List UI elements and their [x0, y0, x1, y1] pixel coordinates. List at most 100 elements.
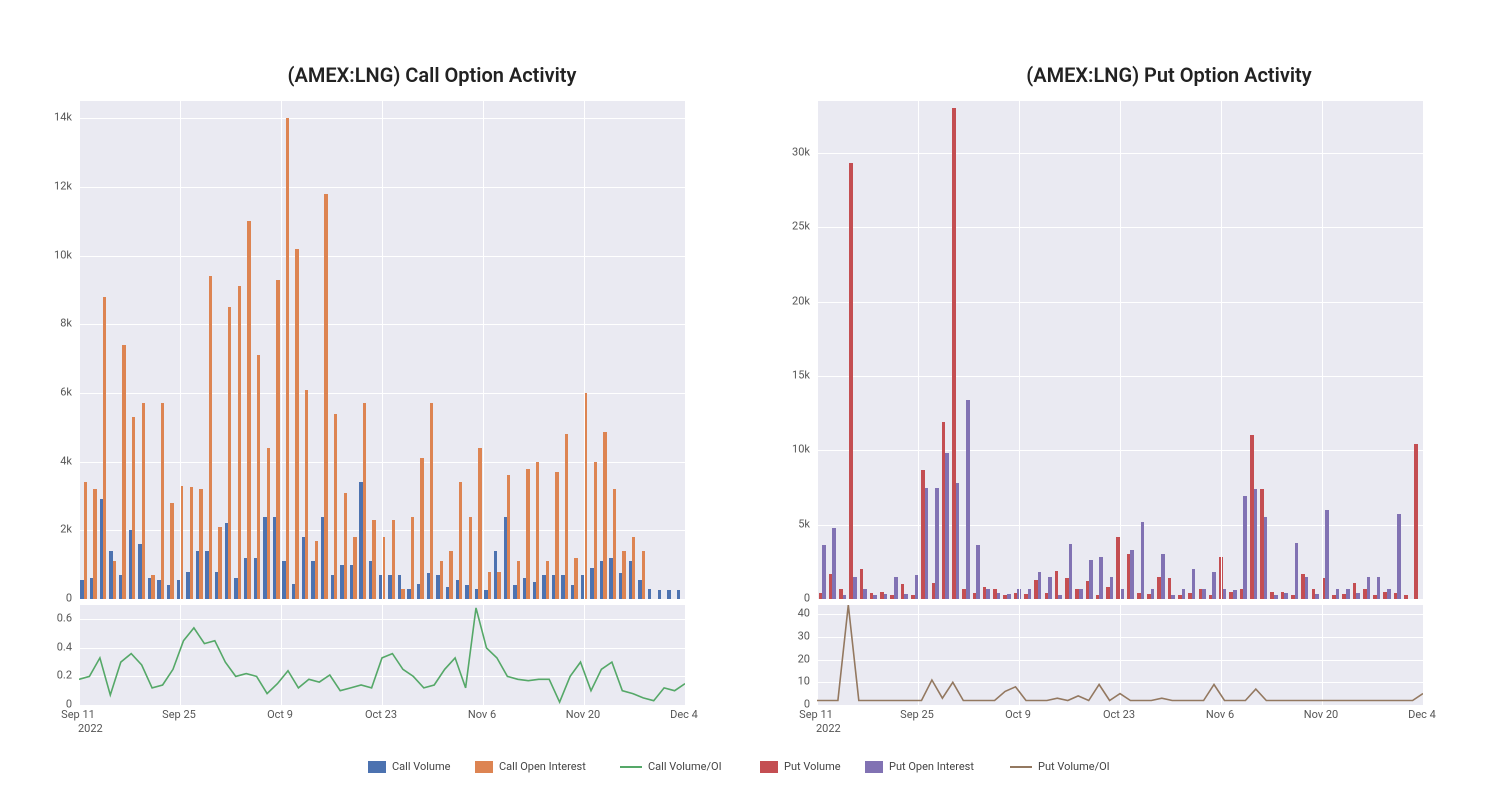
call-oi-bar	[228, 307, 231, 599]
put-oi-bar	[1130, 550, 1134, 599]
call-oi-bar	[286, 118, 289, 599]
put-ratio-ytick: 30	[776, 629, 810, 642]
put-oi-bar	[945, 453, 949, 599]
legend-item: Call Volume	[368, 760, 450, 773]
put-xtick: Sep 25	[900, 708, 934, 721]
call-oi-bar	[344, 493, 347, 599]
put-oi-bar	[822, 545, 826, 599]
call-ratio-ytick: 0.2	[38, 669, 72, 682]
call-bar-ytick: 4k	[38, 454, 72, 467]
call-oi-bar	[190, 487, 193, 599]
put-oi-bar	[1336, 589, 1340, 599]
put-oi-bar	[1058, 595, 1062, 599]
call-bar-ytick: 12k	[38, 179, 72, 192]
put-bar-ytick: 20k	[776, 294, 810, 307]
put-oi-bar	[1254, 489, 1258, 599]
call-oi-bar	[565, 434, 568, 599]
call-chart-title: (AMEX:LNG) Call Option Activity	[212, 63, 652, 87]
call-oi-bar	[84, 482, 87, 599]
legend-item: Call Open Interest	[475, 760, 586, 773]
legend-label: Put Open Interest	[889, 760, 974, 773]
put-bar-ytick: 30k	[776, 146, 810, 159]
put-oi-bar	[1141, 522, 1145, 599]
put-oi-bar	[1202, 589, 1206, 599]
call-xtick: Oct 9	[267, 708, 293, 721]
call-oi-bar	[392, 520, 395, 599]
call-oi-bar	[642, 551, 645, 599]
call-oi-bar	[161, 403, 164, 599]
put-oi-bar	[1110, 577, 1114, 599]
call-oi-bar	[170, 503, 173, 599]
call-bar-ytick: 10k	[38, 248, 72, 261]
call-xtick: Sep 25	[162, 708, 196, 721]
call-oi-bar	[103, 297, 106, 599]
put-oi-bar	[863, 589, 867, 599]
put-oi-bar	[873, 595, 877, 599]
legend-swatch	[865, 761, 883, 773]
call-volume-bar	[677, 590, 680, 599]
put-ratio-line	[817, 605, 1423, 705]
legend-item: Put Open Interest	[865, 760, 974, 773]
call-oi-bar	[632, 537, 635, 599]
call-oi-bar	[247, 221, 250, 599]
call-oi-bar	[142, 403, 145, 599]
call-volume-bar	[658, 590, 661, 599]
put-ratio-plot	[816, 604, 1424, 706]
put-oi-bar	[1182, 589, 1186, 599]
call-oi-bar	[507, 475, 510, 599]
call-oi-bar	[209, 276, 212, 599]
legend-label: Put Volume/OI	[1038, 760, 1110, 773]
call-oi-bar	[151, 575, 154, 599]
call-oi-bar	[459, 482, 462, 599]
put-oi-bar	[1223, 589, 1227, 599]
call-oi-bar	[594, 462, 597, 599]
put-oi-bar	[1284, 593, 1288, 599]
put-oi-bar	[884, 594, 888, 599]
legend-label: Call Volume	[392, 760, 450, 773]
legend-swatch	[620, 766, 642, 768]
call-oi-bar	[469, 517, 472, 599]
legend-label: Call Volume/OI	[648, 760, 722, 773]
put-ratio-ytick: 40	[776, 607, 810, 620]
put-oi-bar	[853, 577, 857, 599]
call-oi-bar	[257, 355, 260, 599]
put-oi-bar	[1171, 595, 1175, 599]
call-oi-bar	[574, 558, 577, 599]
call-oi-bar	[488, 572, 491, 599]
put-ratio-ytick: 10	[776, 675, 810, 688]
put-oi-bar	[1387, 589, 1391, 599]
call-oi-bar	[603, 432, 606, 599]
call-xtick: Nov 6	[468, 708, 496, 721]
put-oi-bar	[1161, 554, 1165, 599]
put-oi-bar	[956, 483, 960, 599]
call-oi-bar	[526, 469, 529, 600]
call-oi-bar	[295, 249, 298, 599]
put-oi-bar	[1007, 594, 1011, 599]
put-oi-bar	[1069, 544, 1073, 599]
call-oi-bar	[276, 280, 279, 599]
put-oi-bar	[1089, 560, 1093, 599]
call-oi-bar	[449, 551, 452, 599]
call-oi-bar	[199, 489, 202, 599]
put-oi-bar	[1295, 543, 1299, 599]
put-bar-ytick: 15k	[776, 369, 810, 382]
call-oi-bar	[517, 561, 520, 599]
put-oi-bar	[1079, 589, 1083, 599]
put-oi-bar	[1038, 572, 1042, 599]
call-volume-bar	[648, 589, 651, 599]
put-oi-bar	[935, 488, 939, 599]
call-oi-bar	[420, 458, 423, 599]
put-oi-bar	[1305, 577, 1309, 599]
call-year-label: 2022	[78, 722, 103, 735]
call-xtick: Oct 23	[365, 708, 397, 721]
call-oi-bar	[497, 572, 500, 599]
call-oi-bar	[478, 448, 481, 599]
put-oi-bar	[1367, 577, 1371, 599]
put-oi-bar	[966, 400, 970, 599]
legend-item: Call Volume/OI	[620, 760, 722, 773]
put-year-label: 2022	[816, 722, 841, 735]
put-oi-bar	[1243, 496, 1247, 599]
put-volume-bar	[1414, 444, 1418, 599]
call-oi-bar	[122, 345, 125, 599]
put-oi-bar	[1099, 557, 1103, 599]
